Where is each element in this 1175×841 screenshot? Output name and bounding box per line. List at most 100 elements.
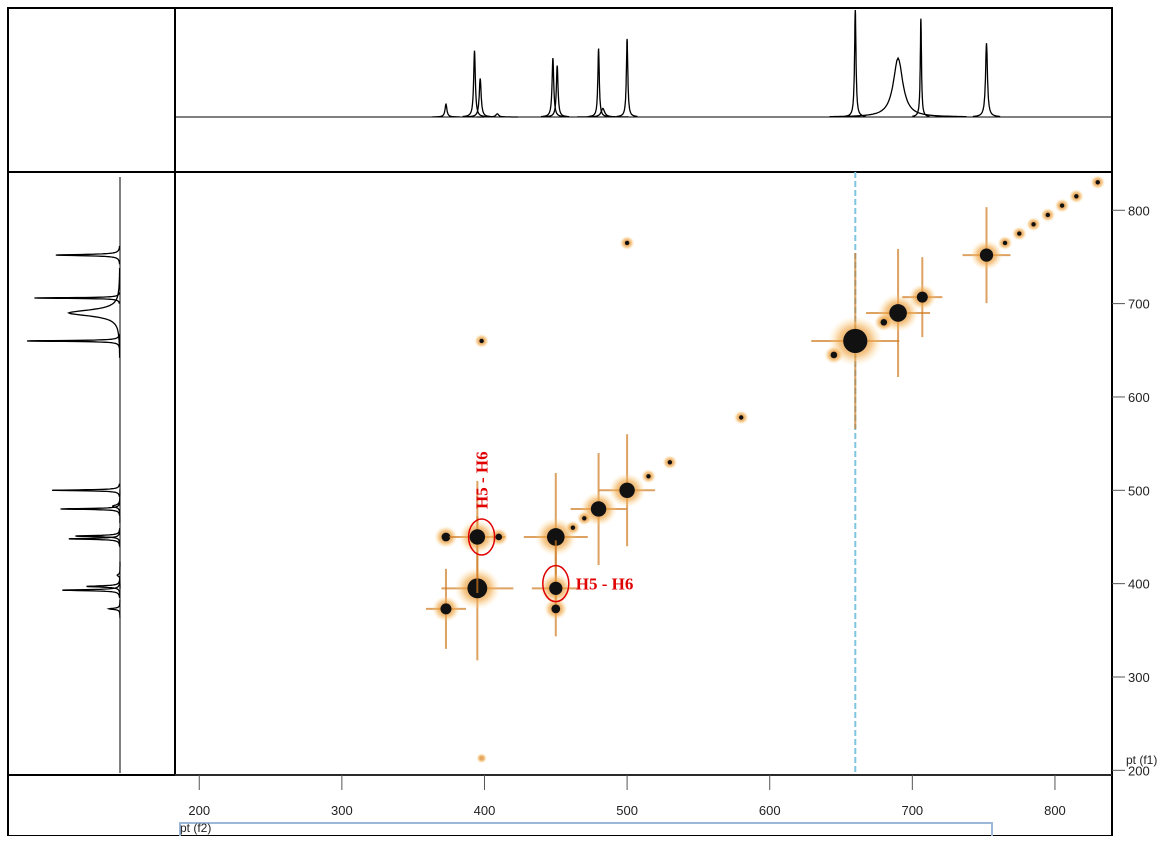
x-tick-label: 700 — [901, 803, 923, 818]
peak-core — [495, 533, 503, 541]
peak-core — [646, 474, 651, 479]
cross-peak — [902, 257, 943, 338]
peak-core — [549, 581, 563, 595]
cross-peak — [641, 469, 656, 484]
peak-core — [1045, 212, 1051, 218]
top-projection-peak — [476, 113, 518, 118]
top-projection-peak — [462, 50, 487, 118]
y-tick-label: 200 — [1128, 763, 1150, 778]
y-tick-label: 700 — [1128, 297, 1150, 312]
peak-core — [480, 757, 483, 760]
left-projection-peak — [68, 531, 121, 547]
cross-peak — [1011, 226, 1027, 241]
x-tick-label: 200 — [188, 803, 210, 818]
cross-peak — [733, 410, 749, 425]
peak-core — [667, 460, 673, 465]
peak-core — [1031, 222, 1036, 227]
top-projection-peak — [577, 107, 629, 118]
peak-core — [570, 525, 576, 530]
y-tick-label: 600 — [1128, 390, 1150, 405]
top-projection-peak — [844, 9, 866, 117]
cross-peak — [474, 333, 490, 348]
left-projection-peak — [60, 502, 121, 516]
peak-core — [843, 328, 868, 354]
peak-core — [1095, 180, 1100, 185]
peak-core — [830, 351, 838, 359]
cross-peak — [866, 248, 931, 377]
y-tick-label: 300 — [1128, 670, 1150, 685]
text-box — [179, 822, 993, 838]
top-projection-peak — [432, 102, 460, 118]
annotation-circle — [542, 564, 570, 603]
cross-peak — [1068, 189, 1084, 204]
x-tick-label: 800 — [1044, 803, 1066, 818]
peak-core — [551, 604, 561, 614]
peak-core — [582, 516, 587, 521]
left-panel — [7, 171, 176, 776]
cross-peak — [449, 480, 506, 593]
left-projection-peak — [75, 528, 121, 544]
peak-core — [479, 338, 484, 344]
y-tick-label: 800 — [1128, 203, 1150, 218]
top-projection-peak — [588, 48, 609, 118]
peak-core — [441, 532, 451, 542]
peak-core — [1074, 194, 1079, 199]
peak-core — [979, 248, 994, 262]
left-projection-peak — [106, 599, 121, 618]
left-projection-peak — [52, 483, 121, 498]
cross-peak — [1026, 217, 1041, 232]
x-tick-label: 600 — [759, 803, 781, 818]
cross-peak — [1054, 198, 1070, 213]
cross-peak — [565, 520, 581, 535]
cross-peak — [811, 252, 900, 429]
cross-peak — [619, 235, 635, 250]
outer-frame — [7, 7, 1113, 837]
cross-peak — [599, 434, 656, 547]
cross-peak — [1090, 175, 1106, 190]
cross-peak — [997, 235, 1013, 250]
cross-peak — [576, 511, 592, 526]
cross-peak — [874, 313, 894, 332]
left-projection-peak — [66, 268, 121, 358]
peak-core — [590, 501, 607, 517]
y-axis-label: pt (f1) — [1126, 753, 1157, 767]
top-projection-peak — [545, 65, 570, 118]
left-projection-peak — [116, 561, 121, 589]
top-projection-peak — [466, 78, 494, 118]
x-tick-label: 300 — [331, 803, 353, 818]
peak-core — [738, 415, 744, 420]
y-tick-label: 400 — [1128, 577, 1150, 592]
cross-peak — [570, 452, 627, 565]
peak-core — [546, 528, 565, 546]
cross-peak — [434, 525, 458, 548]
x-tick-label: 400 — [474, 803, 496, 818]
y-tick-label: 500 — [1128, 483, 1150, 498]
peak-core — [619, 482, 635, 499]
peak-core — [1017, 231, 1022, 236]
x-tick-label: 500 — [616, 803, 638, 818]
cross-peak — [824, 345, 844, 364]
cross-peak — [425, 568, 466, 649]
left-projection-peak — [34, 292, 121, 304]
cross-peak — [543, 597, 568, 620]
cross-peak — [531, 540, 580, 637]
peak-core — [469, 529, 486, 545]
left-projection-peak — [26, 333, 120, 349]
top-projection-peak — [829, 56, 967, 118]
peak-core — [624, 240, 630, 246]
peak-core — [440, 603, 452, 615]
annotation: H5 - H6 — [576, 575, 634, 594]
peak-core — [1002, 240, 1008, 246]
cross-peak — [1040, 207, 1056, 222]
top-projection-peak — [541, 58, 565, 118]
top-projection-peak — [972, 43, 1001, 118]
annotation-circle — [467, 518, 496, 556]
cross-peak — [962, 207, 1011, 304]
cross-peak — [662, 455, 678, 470]
peak-core — [889, 304, 907, 322]
x-axis-label: pt (f2) — [180, 821, 211, 835]
top-projection-peak — [912, 18, 930, 117]
annotation: H5 - H6 — [473, 451, 492, 509]
